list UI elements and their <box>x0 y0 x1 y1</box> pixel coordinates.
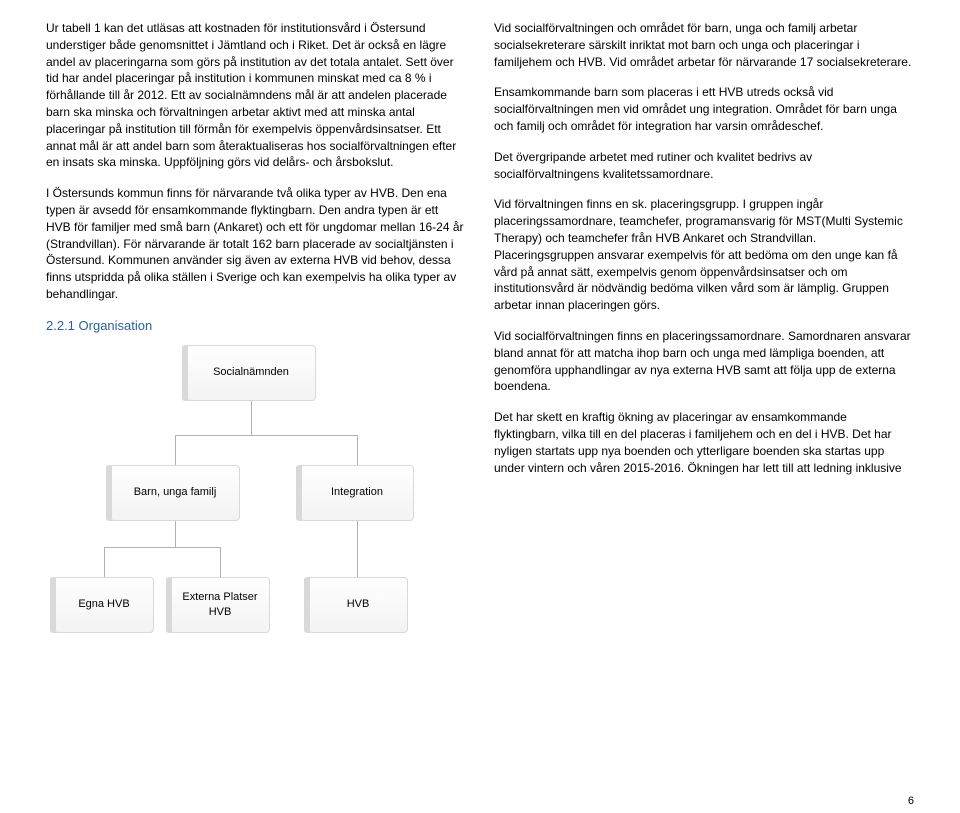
org-node-label: Externa Platser HVB <box>177 590 263 621</box>
org-line <box>357 435 358 465</box>
org-line <box>104 547 220 548</box>
org-node-bot-2: Externa Platser HVB <box>170 577 270 633</box>
org-node-label: Integration <box>331 485 383 500</box>
page-number: 6 <box>908 795 914 807</box>
right-para-4: Vid förvaltningen finns en sk. placering… <box>494 196 914 314</box>
two-column-layout: Ur tabell 1 kan det utläsas att kostnade… <box>46 20 914 635</box>
org-line <box>104 547 105 577</box>
org-node-bot-1: Egna HVB <box>54 577 154 633</box>
org-node-bot-3: HVB <box>308 577 408 633</box>
right-para-6: Det har skett en kraftig ökning av place… <box>494 409 914 476</box>
org-line <box>175 435 176 465</box>
heading-organisation: 2.2.1 Organisation <box>46 317 466 335</box>
org-node-mid-right: Integration <box>300 465 414 521</box>
org-node-mid-left: Barn, unga familj <box>110 465 240 521</box>
org-node-label: Egna HVB <box>78 597 129 612</box>
page-body: Ur tabell 1 kan det utläsas att kostnade… <box>0 0 960 655</box>
right-para-2: Ensamkommande barn som placeras i ett HV… <box>494 84 914 134</box>
right-para-5: Vid socialförvaltningen finns en placeri… <box>494 328 914 395</box>
left-para-1: Ur tabell 1 kan det utläsas att kostnade… <box>46 20 466 171</box>
column-right: Vid socialförvaltningen och området för … <box>494 20 914 635</box>
org-node-label: Socialnämnden <box>213 365 289 380</box>
org-line <box>175 435 357 436</box>
column-left: Ur tabell 1 kan det utläsas att kostnade… <box>46 20 466 635</box>
right-para-1: Vid socialförvaltningen och området för … <box>494 20 914 70</box>
org-line <box>220 547 221 577</box>
org-chart: Socialnämnden Barn, unga familj Integrat… <box>46 345 466 635</box>
org-node-label: Barn, unga familj <box>134 485 217 500</box>
org-line <box>251 401 252 435</box>
org-line <box>175 521 176 547</box>
right-para-3: Det övergripande arbetet med rutiner och… <box>494 149 914 183</box>
org-node-top: Socialnämnden <box>186 345 316 401</box>
left-para-2: I Östersunds kommun finns för närvarande… <box>46 185 466 303</box>
org-line <box>357 521 358 577</box>
org-node-label: HVB <box>347 597 370 612</box>
